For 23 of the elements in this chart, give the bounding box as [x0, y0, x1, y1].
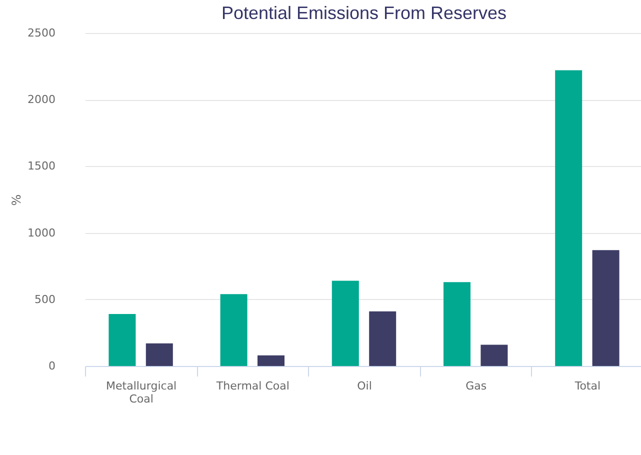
bar: [258, 355, 284, 366]
x-tick-label: Metallurgical Coal: [106, 380, 177, 406]
bar: [444, 282, 470, 366]
y-tick-label: 1500: [28, 160, 56, 173]
x-tick-label: Gas: [466, 380, 487, 392]
bar: [108, 314, 136, 366]
bar: [369, 311, 396, 366]
y-tick-label: 500: [34, 292, 56, 306]
y-tick-label: 1000: [28, 226, 56, 240]
y-axis-title: %: [10, 194, 24, 206]
bar: [480, 344, 508, 366]
bar: [592, 250, 620, 366]
x-tick-label: Total: [574, 380, 601, 392]
y-tick-label: 0: [48, 360, 56, 372]
x-tick-label: Thermal Coal: [215, 380, 290, 392]
x-tick-label: Oil: [357, 380, 372, 392]
bar: [332, 280, 359, 366]
bar: [220, 294, 248, 366]
bar: [555, 70, 582, 366]
chart-title: Potential Emissions From Reserves: [221, 3, 507, 23]
y-tick-label: 2500: [28, 26, 56, 40]
y-tick-label: 2000: [28, 93, 56, 106]
bar: [146, 343, 173, 366]
